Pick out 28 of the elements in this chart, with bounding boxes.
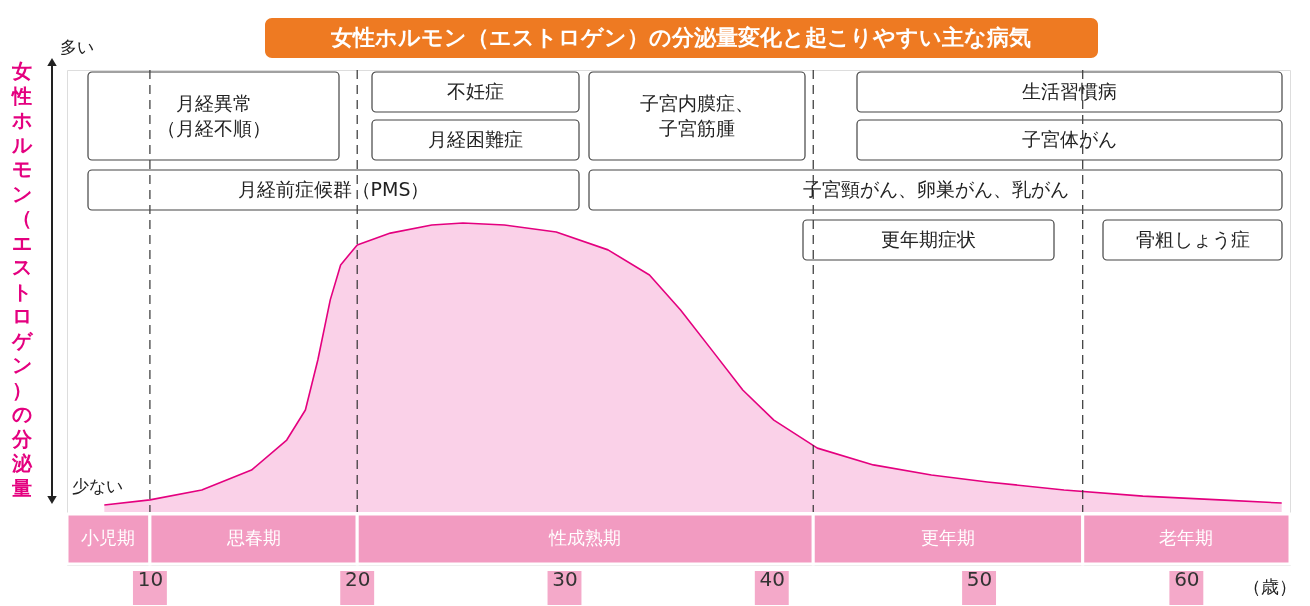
text: 月経異常 [175,91,252,114]
text: （月経不順） [156,116,271,139]
text: 生活習慣病 [1022,80,1117,102]
text: 子宮筋腫 [659,116,735,139]
x-tick-label: 10 [137,566,164,591]
text: 子宮内膜症、 [640,91,754,114]
annotation: 更年期症状 [881,228,976,250]
x-axis-title: （歳） [1243,576,1297,597]
x-tick-label: 20 [344,566,371,591]
text: 子宮体がん [1022,128,1117,150]
text: 小児期 [81,527,136,548]
x-tick-label: 30 [552,566,578,591]
x-tick-label: 60 [1174,566,1200,591]
text: 女性ホルモン（エストロゲン）の分泌量 [12,59,32,500]
chart-title: 女性ホルモン（エストロゲン）の分泌量変化と起こりやすい主な病気 [330,25,1031,50]
text: 性成熟期 [548,527,622,548]
text: 子宮頸がん、卵巣がん、乳がん [802,178,1069,200]
text: 月経困難症 [428,128,523,150]
text: 思春期 [225,527,281,548]
text: 老年期 [1159,527,1214,548]
x-tick-label: 50 [966,566,993,591]
text: 不妊症 [447,80,504,102]
text: 月経前症候群（PMS） [237,178,430,200]
x-tick-label: 40 [759,566,786,591]
text: 多い [60,37,94,57]
annotation: 少ない [71,476,123,496]
annotation: 骨粗しょう症 [1135,228,1250,250]
text: 更年期 [920,527,975,548]
